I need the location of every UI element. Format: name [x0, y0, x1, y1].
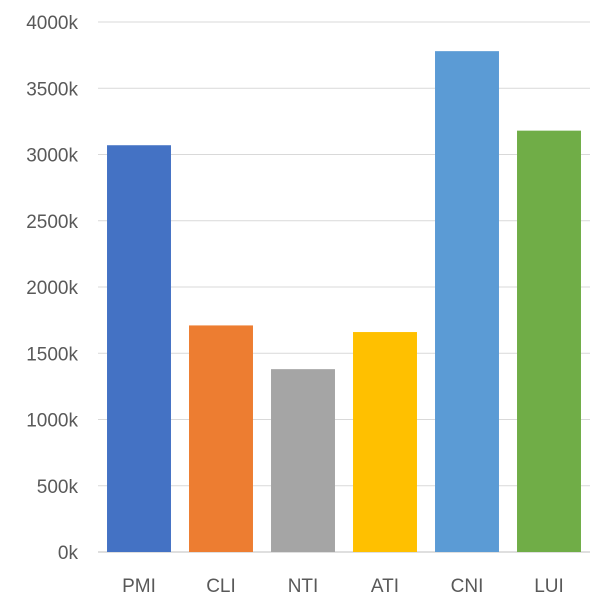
x-tick-label-lui: LUI [534, 576, 564, 597]
y-tick-label: 3000k [26, 146, 78, 167]
x-tick-label-nti: NTI [288, 576, 319, 597]
y-tick-label: 2500k [26, 212, 78, 233]
y-tick-label: 4000k [26, 13, 78, 34]
bar-pmi [107, 145, 171, 552]
bar-ati [353, 332, 417, 552]
x-tick-label-cli: CLI [206, 576, 236, 597]
x-tick-label-cni: CNI [451, 576, 484, 597]
y-tick-label: 3500k [26, 79, 78, 100]
y-axis-tick-labels: 0k 500k 1000k 1500k 2000k 2500k 3000k 3500k 4000… [26, 13, 78, 564]
bar-cli [189, 325, 253, 552]
x-tick-label-pmi: PMI [122, 576, 156, 597]
y-tick-label: 1000k [26, 411, 78, 432]
y-tick-label: 500k [37, 477, 79, 498]
bar-nti [271, 369, 335, 552]
gridlines [98, 21, 590, 553]
bar-cni [435, 51, 499, 553]
bars [107, 51, 581, 553]
x-tick-label-ati: ATI [371, 576, 399, 597]
x-axis-tick-labels: PMI CLI NTI ATI CNI LUI [122, 576, 564, 597]
y-tick-label: 1500k [26, 344, 78, 365]
y-tick-label: 0k [58, 543, 79, 564]
bar-lui [517, 130, 581, 552]
y-tick-label: 2000k [26, 278, 78, 299]
